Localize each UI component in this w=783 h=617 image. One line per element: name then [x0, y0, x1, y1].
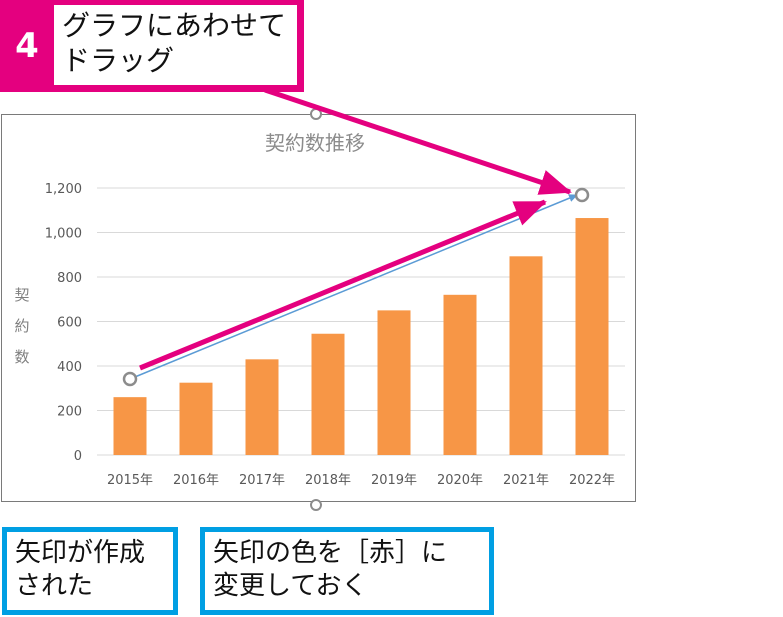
bar-2016年[interactable]: [179, 382, 213, 455]
y-tick-label: 400: [57, 360, 82, 375]
arrow-end-handle[interactable]: [574, 187, 590, 203]
drag-pointer-arrow: [264, 87, 572, 195]
x-tick-label: 2021年: [503, 473, 549, 488]
x-tick-label: 2017年: [239, 473, 285, 488]
y-tick-label: 800: [57, 271, 82, 286]
y-tick-label: 200: [57, 405, 82, 420]
x-tick-label: 2018年: [305, 473, 351, 488]
step-instruction: グラフにあわせて ドラッグ: [54, 5, 297, 85]
x-tick-label: 2016年: [173, 473, 219, 488]
arrow-created-callout: 矢印が作成 された: [2, 527, 178, 615]
y-tick-label: 600: [57, 316, 82, 331]
frame-handle-bottom[interactable]: [310, 499, 322, 511]
y-tick-label: 1,000: [45, 227, 82, 242]
change-color-line2: 変更しておく: [213, 571, 368, 601]
chart-title: 契約数推移: [265, 131, 365, 155]
y-axis-label-char: 数: [14, 348, 29, 366]
bar-2019年[interactable]: [377, 310, 411, 455]
step-number: 4: [15, 26, 39, 66]
bar-2020年[interactable]: [443, 294, 477, 455]
y-tick-label: 0: [74, 449, 82, 464]
step-instruction-line1: グラフにあわせて: [62, 9, 287, 42]
drawn-arrow-line[interactable]: [129, 194, 578, 380]
arrow-created-line2: された: [15, 571, 94, 601]
bar-2022年[interactable]: [575, 218, 609, 455]
arrow-start-handle[interactable]: [122, 371, 138, 387]
y-axis-label-char: 約: [14, 317, 29, 335]
bar-2017年[interactable]: [245, 359, 279, 455]
x-tick-label: 2019年: [371, 473, 417, 488]
bar-2021年[interactable]: [509, 256, 543, 455]
y-tick-label: 1,200: [45, 182, 82, 197]
step-instruction-line2: ドラッグ: [62, 44, 175, 77]
bar-2018年[interactable]: [311, 333, 345, 455]
x-tick-label: 2020年: [437, 473, 483, 488]
change-color-line1: 矢印の色を［赤］に: [213, 538, 448, 568]
step-badge: 4 グラフにあわせて ドラッグ: [0, 0, 304, 92]
drag-path-arrow: [139, 199, 547, 371]
change-color-callout: 矢印の色を［赤］に 変更しておく: [200, 527, 494, 615]
y-axis-label-char: 契: [14, 286, 29, 304]
arrow-created-line1: 矢印が作成: [15, 538, 146, 568]
bar-2015年[interactable]: [113, 397, 147, 455]
x-tick-label: 2015年: [107, 473, 153, 488]
x-tick-label: 2022年: [569, 473, 615, 488]
